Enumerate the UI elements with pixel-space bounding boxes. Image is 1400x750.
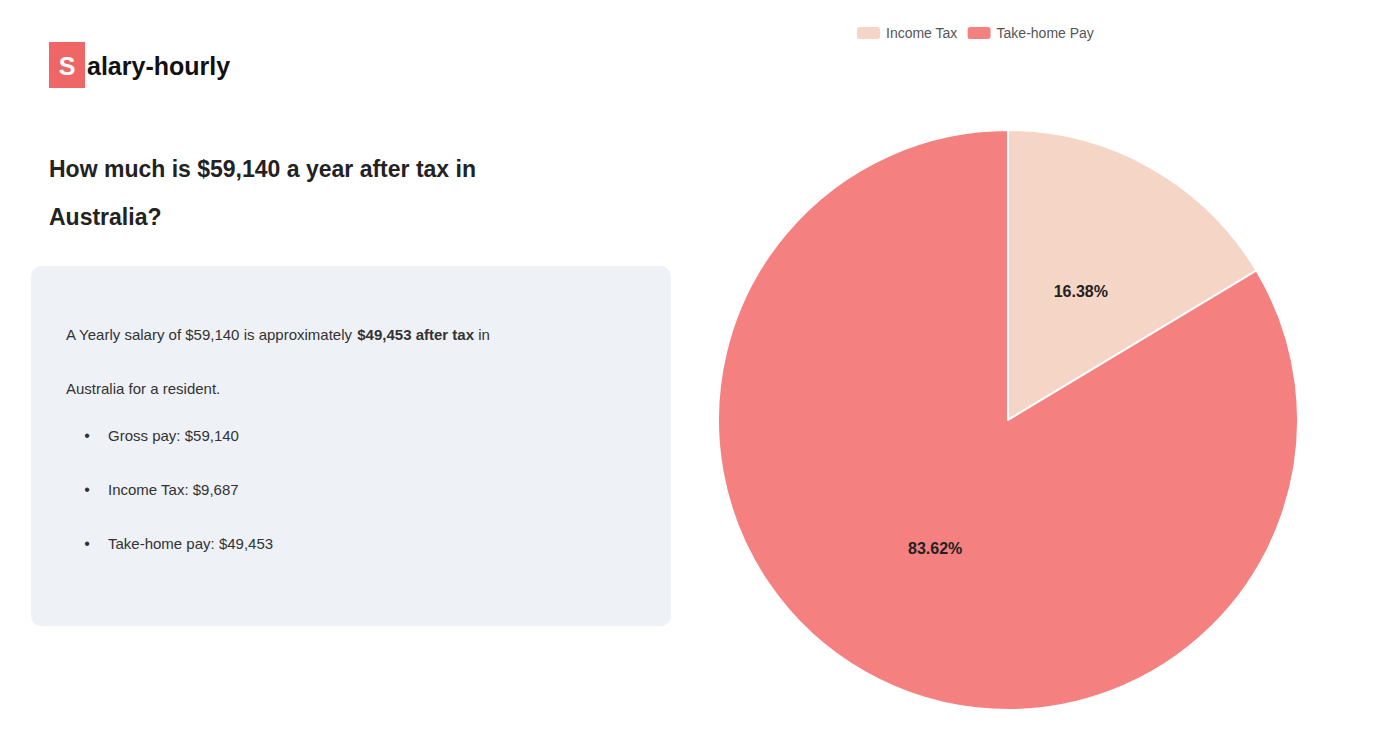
svg-text:S: S xyxy=(59,52,76,80)
svg-text:$49,453 after tax: $49,453 after tax xyxy=(357,326,474,343)
svg-text:Income Tax: Income Tax xyxy=(886,25,957,41)
svg-text:Australia for a resident.: Australia for a resident. xyxy=(66,380,220,397)
svg-text:Gross pay: $59,140: Gross pay: $59,140 xyxy=(108,427,239,444)
svg-text:Australia?: Australia? xyxy=(49,204,161,230)
svg-text:16.38%: 16.38% xyxy=(1054,283,1108,300)
svg-text:83.62%: 83.62% xyxy=(908,540,962,557)
svg-text:alary-hourly: alary-hourly xyxy=(87,52,230,80)
svg-text:Income Tax: $9,687: Income Tax: $9,687 xyxy=(108,481,239,498)
svg-text:A Yearly salary of $59,140 is: A Yearly salary of $59,140 is approximat… xyxy=(66,326,356,343)
svg-text:Take-home Pay: Take-home Pay xyxy=(997,25,1094,41)
svg-text:•: • xyxy=(84,535,90,552)
svg-text:•: • xyxy=(84,427,90,444)
svg-text:in: in xyxy=(474,326,490,343)
svg-text:Take-home pay: $49,453: Take-home pay: $49,453 xyxy=(108,535,273,552)
svg-text:•: • xyxy=(84,481,90,498)
svg-text:How much is $59,140 a year aft: How much is $59,140 a year after tax in xyxy=(49,156,476,182)
